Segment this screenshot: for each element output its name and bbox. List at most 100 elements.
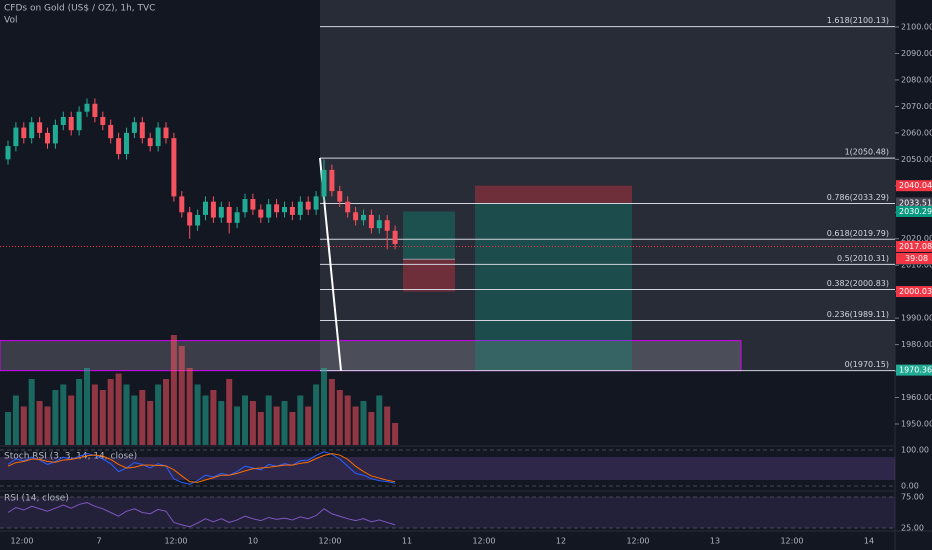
volume-bar — [178, 346, 185, 445]
candle-body — [266, 204, 272, 218]
y-tick-label: 2010.00 — [901, 261, 932, 270]
candle-body — [289, 206, 295, 215]
volume-bar — [210, 390, 217, 445]
fib-label: 0.786(2033.29) — [827, 193, 889, 202]
x-tick-label: 12:00 — [164, 537, 187, 546]
x-tick-label: 13 — [710, 537, 720, 546]
candle-body — [297, 201, 303, 215]
volume-bar — [84, 368, 90, 445]
volume-bar — [321, 368, 327, 445]
x-tick-label: 12:00 — [626, 537, 649, 546]
candle-body — [84, 103, 90, 112]
volume-bar — [273, 406, 280, 445]
volume-bar — [289, 412, 296, 445]
candle-body — [242, 199, 248, 213]
rsi-line — [7, 502, 396, 528]
volume-bar — [123, 384, 130, 445]
candle-body — [108, 124, 114, 139]
volume-bar — [115, 373, 122, 445]
volume-bar — [202, 395, 209, 445]
candle-body — [226, 206, 232, 223]
volume-bar — [52, 390, 59, 445]
fib-label: 0.618(2019.79) — [827, 229, 889, 238]
candle-body — [313, 196, 319, 210]
support-zone — [0, 340, 742, 372]
volume-bar — [12, 395, 19, 445]
candle-body — [29, 122, 35, 139]
price-badge-label: 2000.03 — [899, 287, 932, 296]
candle-body — [52, 124, 58, 144]
volume-bar — [139, 390, 146, 445]
fib-label: 0(1970.15) — [845, 360, 889, 369]
price-badge-label: 1970.36 — [899, 366, 932, 375]
volume-bar — [20, 406, 27, 445]
x-tick-label: 11 — [402, 537, 412, 546]
candle-body — [68, 116, 74, 131]
y-tick-label: 2080.00 — [901, 75, 932, 84]
fib-label: 0.236(1989.11) — [827, 310, 889, 319]
y-tick-label: 2020.00 — [901, 234, 932, 243]
price-badge-label: 2017.08 — [899, 242, 932, 251]
volume-title: Vol — [4, 16, 17, 26]
candle-body — [218, 206, 224, 218]
price-badge — [896, 364, 932, 376]
candle-body — [124, 132, 129, 155]
volume-bar — [376, 395, 383, 445]
y-tick-label: 0.00 — [901, 482, 919, 491]
candle-body — [21, 127, 27, 139]
x-tick-label: 12:00 — [780, 537, 803, 546]
y-tick-label: 2060.00 — [901, 128, 932, 137]
volume-bar — [234, 406, 241, 445]
volume-bar — [384, 406, 391, 445]
candle-body — [163, 127, 169, 139]
stoch-line — [7, 453, 396, 483]
y-tick-label: 2100.00 — [901, 23, 932, 32]
countdown: 39:08 — [905, 254, 928, 263]
long-target — [403, 211, 455, 260]
volume-bar — [186, 368, 193, 445]
countdown-badge — [896, 252, 932, 264]
x-tick-label: 10 — [248, 537, 258, 546]
price-badge — [896, 286, 932, 298]
volume-bar — [313, 384, 320, 445]
volume-bar — [328, 379, 335, 445]
short-target — [475, 202, 632, 371]
candle-body — [345, 201, 351, 213]
candle-body — [203, 201, 208, 215]
candle-body — [76, 111, 82, 131]
volume-bar — [44, 406, 51, 445]
volume-bar — [265, 395, 272, 445]
candle-body — [234, 212, 240, 223]
volume-bar — [305, 406, 312, 445]
x-tick-label: 12 — [556, 537, 566, 546]
volume-bar — [297, 395, 304, 445]
fib-label: 1.618(2100.13) — [827, 16, 889, 25]
candle-body — [368, 214, 374, 229]
x-tick-label: 12:00 — [10, 537, 33, 546]
x-tick-label: 7 — [96, 537, 101, 546]
volume-bar — [360, 401, 367, 445]
volume-bar — [28, 379, 35, 445]
volume-bar — [392, 423, 399, 445]
y-tick-label: 2050.00 — [901, 155, 932, 164]
y-tick-label: 1960.00 — [901, 393, 932, 402]
volume-bar — [194, 384, 201, 445]
candle-body — [37, 122, 43, 133]
candle-body — [337, 191, 343, 202]
volume-bar — [5, 412, 11, 445]
y-tick-label: 2090.00 — [901, 49, 932, 58]
volume-bar — [170, 335, 177, 445]
volume-bar — [218, 401, 225, 445]
candle-body — [139, 122, 145, 139]
x-tick-label: 12:00 — [318, 537, 341, 546]
candle-body — [116, 138, 122, 155]
candle-body — [171, 138, 177, 197]
volume-bar — [68, 395, 75, 445]
volume-bar — [368, 412, 375, 445]
price-badge — [896, 240, 932, 252]
volume-bar — [344, 395, 351, 445]
volume-bar — [147, 401, 154, 445]
